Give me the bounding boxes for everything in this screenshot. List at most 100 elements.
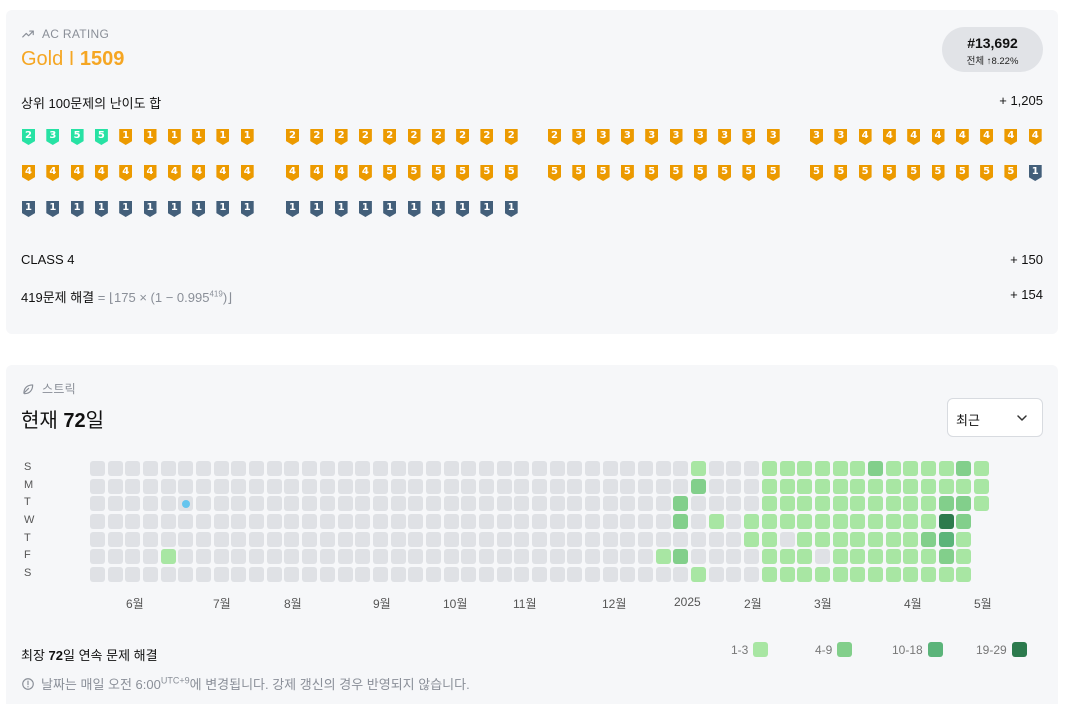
tier-badge[interactable]: 2 bbox=[22, 129, 35, 145]
streak-cell-empty[interactable] bbox=[655, 514, 671, 530]
streak-cell-level-1[interactable] bbox=[797, 461, 813, 476]
tier-badge[interactable]: 1 bbox=[22, 201, 35, 217]
streak-cell-empty[interactable] bbox=[567, 514, 583, 530]
streak-cell-empty[interactable] bbox=[213, 549, 229, 565]
streak-cell-empty[interactable] bbox=[284, 478, 300, 494]
streak-cell-empty[interactable] bbox=[319, 478, 335, 494]
streak-cell-level-1[interactable] bbox=[938, 478, 954, 494]
streak-cell-empty[interactable] bbox=[638, 567, 654, 583]
streak-cell-level-1[interactable] bbox=[761, 496, 777, 512]
tier-badge[interactable]: 2 bbox=[504, 129, 518, 145]
tier-badge[interactable]: 4 bbox=[286, 165, 299, 181]
tier-badge[interactable]: 4 bbox=[70, 165, 84, 181]
streak-cell-level-1[interactable] bbox=[761, 531, 777, 547]
streak-cell-empty[interactable] bbox=[284, 531, 300, 547]
streak-cell-empty[interactable] bbox=[744, 496, 760, 512]
tier-badge[interactable]: 5 bbox=[504, 165, 518, 181]
streak-cell-empty[interactable] bbox=[319, 496, 335, 512]
streak-cell-level-1[interactable] bbox=[832, 478, 848, 494]
streak-cell-empty[interactable] bbox=[514, 461, 530, 476]
tier-badge[interactable]: 5 bbox=[742, 165, 756, 181]
streak-cell-empty[interactable] bbox=[302, 567, 318, 583]
streak-cell-empty[interactable] bbox=[196, 461, 212, 476]
streak-cell-empty[interactable] bbox=[549, 478, 565, 494]
streak-cell-empty[interactable] bbox=[249, 514, 265, 530]
streak-cell-empty[interactable] bbox=[319, 549, 335, 565]
tier-badge[interactable]: 2 bbox=[548, 129, 561, 145]
streak-cell-level-1[interactable] bbox=[903, 514, 919, 530]
tier-badge[interactable]: 3 bbox=[572, 129, 586, 145]
streak-cell-empty[interactable] bbox=[585, 514, 601, 530]
tier-badge[interactable]: 5 bbox=[718, 165, 732, 181]
streak-cell-level-1[interactable] bbox=[779, 567, 795, 583]
streak-cell-empty[interactable] bbox=[107, 567, 123, 583]
streak-cell-level-2[interactable] bbox=[867, 461, 883, 476]
streak-cell-empty[interactable] bbox=[478, 531, 494, 547]
streak-cell-empty[interactable] bbox=[585, 567, 601, 583]
streak-cell-empty[interactable] bbox=[372, 531, 388, 547]
tier-badge[interactable]: 4 bbox=[955, 129, 969, 145]
streak-cell-empty[interactable] bbox=[213, 496, 229, 512]
streak-cell-empty[interactable] bbox=[143, 549, 159, 565]
tier-badge[interactable]: 2 bbox=[383, 129, 397, 145]
streak-cell-empty[interactable] bbox=[266, 514, 282, 530]
tier-badge[interactable]: 3 bbox=[645, 129, 659, 145]
streak-cell-empty[interactable] bbox=[708, 531, 724, 547]
tier-badge[interactable]: 5 bbox=[693, 165, 707, 181]
streak-cell-empty[interactable] bbox=[496, 461, 512, 476]
streak-cell-empty[interactable] bbox=[337, 461, 353, 476]
streak-cell-empty[interactable] bbox=[532, 531, 547, 547]
streak-cell-empty[interactable] bbox=[602, 478, 618, 494]
streak-cell-empty[interactable] bbox=[425, 549, 441, 565]
streak-cell-empty[interactable] bbox=[514, 514, 530, 530]
streak-cell-level-2[interactable] bbox=[956, 496, 972, 512]
tier-badge[interactable]: 1 bbox=[192, 201, 206, 217]
streak-cell-empty[interactable] bbox=[249, 567, 265, 583]
streak-cell-level-1[interactable] bbox=[744, 531, 760, 547]
streak-cell-empty[interactable] bbox=[143, 531, 159, 547]
streak-cell-empty[interactable] bbox=[655, 531, 671, 547]
streak-cell-empty[interactable] bbox=[673, 461, 689, 476]
tier-badge[interactable]: 1 bbox=[143, 201, 157, 217]
streak-cell-empty[interactable] bbox=[443, 531, 459, 547]
streak-cell-level-1[interactable] bbox=[903, 531, 919, 547]
streak-cell-empty[interactable] bbox=[107, 514, 123, 530]
streak-cell-empty[interactable] bbox=[355, 567, 371, 583]
streak-cell-empty[interactable] bbox=[390, 549, 406, 565]
streak-cell-empty[interactable] bbox=[655, 461, 671, 476]
streak-cell-level-2[interactable] bbox=[691, 478, 707, 494]
streak-cell-empty[interactable] bbox=[178, 478, 194, 494]
streak-cell-empty[interactable] bbox=[726, 461, 742, 476]
streak-cell-empty[interactable] bbox=[708, 461, 724, 476]
tier-badge[interactable]: 4 bbox=[980, 129, 994, 145]
streak-cell-empty[interactable] bbox=[567, 567, 583, 583]
tier-badge[interactable]: 3 bbox=[596, 129, 610, 145]
tier-badge[interactable]: 3 bbox=[693, 129, 707, 145]
streak-cell-empty[interactable] bbox=[532, 549, 547, 565]
tier-badge[interactable]: 5 bbox=[596, 165, 610, 181]
streak-cell-empty[interactable] bbox=[567, 461, 583, 476]
streak-cell-empty[interactable] bbox=[90, 478, 105, 494]
streak-cell-level-1[interactable] bbox=[974, 461, 989, 476]
tier-badge[interactable]: 1 bbox=[383, 201, 397, 217]
streak-cell-empty[interactable] bbox=[160, 567, 176, 583]
streak-cell-level-1[interactable] bbox=[974, 496, 989, 512]
streak-cell-empty[interactable] bbox=[125, 478, 141, 494]
streak-cell-empty[interactable] bbox=[602, 567, 618, 583]
streak-cell-empty[interactable] bbox=[90, 567, 105, 583]
streak-cell-empty[interactable] bbox=[107, 461, 123, 476]
tier-badge[interactable]: 5 bbox=[407, 165, 421, 181]
streak-cell-empty[interactable] bbox=[337, 478, 353, 494]
tier-badge[interactable]: 1 bbox=[167, 201, 181, 217]
streak-cell-level-1[interactable] bbox=[779, 514, 795, 530]
streak-cell-empty[interactable] bbox=[196, 496, 212, 512]
streak-cell-empty[interactable] bbox=[478, 567, 494, 583]
streak-cell-empty[interactable] bbox=[372, 549, 388, 565]
streak-cell-empty[interactable] bbox=[549, 567, 565, 583]
tier-badge[interactable]: 5 bbox=[931, 165, 945, 181]
streak-cell-empty[interactable] bbox=[496, 567, 512, 583]
streak-cell-empty[interactable] bbox=[461, 531, 477, 547]
tier-badge[interactable]: 3 bbox=[834, 129, 848, 145]
tier-badge[interactable]: 4 bbox=[192, 165, 206, 181]
streak-cell-empty[interactable] bbox=[461, 496, 477, 512]
